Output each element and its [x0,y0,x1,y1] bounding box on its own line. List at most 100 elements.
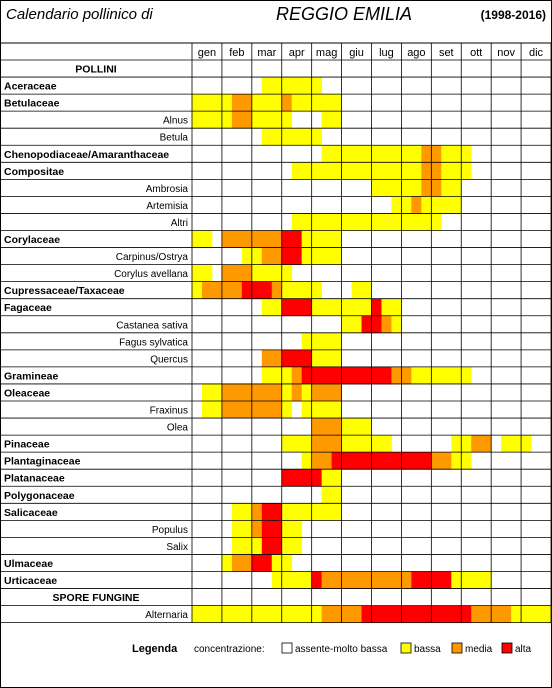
genus-label: Fraxinus [150,406,188,417]
heatmap-cell [271,230,283,248]
heatmap-cell [411,145,422,163]
heatmap-cell [411,605,422,624]
heatmap-cell [401,179,412,197]
heatmap-cell [311,94,323,112]
heatmap-cell [541,605,552,624]
legend-title: Legenda [132,643,178,655]
heatmap-cell [271,128,283,146]
heatmap-cell [351,281,362,300]
legend-item-label: media [465,644,493,655]
heatmap-cell [361,145,372,163]
heatmap-cell [241,520,253,538]
heatmap-cell [241,383,253,402]
family-label: Cupressaceae/Taxaceae [4,285,125,297]
heatmap-cell [301,435,313,453]
heatmap-cell [281,503,293,521]
heatmap-cell [281,281,293,300]
heatmap-cell [211,111,223,129]
heatmap-cell [291,230,303,248]
heatmap-cell [231,503,243,521]
heatmap-cell [391,196,402,214]
heatmap-cell [421,366,432,385]
heatmap-cell [251,281,263,300]
heatmap-cell [491,605,502,624]
heatmap-cell [371,179,382,197]
heatmap-cell [291,383,303,402]
heatmap-cell [281,383,293,402]
heatmap-cell [441,179,452,197]
heatmap-cell [211,383,223,402]
heatmap-cell [301,247,313,265]
heatmap-cell [301,571,313,589]
heatmap-cell [301,77,313,95]
heatmap-cell [271,383,283,402]
heatmap-cell [411,196,422,214]
heatmap-cell [521,435,532,453]
heatmap-cell [201,605,213,624]
heatmap-cell [401,452,412,470]
heatmap-cell [221,264,233,283]
heatmap-cell [301,503,313,521]
heatmap-cell [301,349,313,368]
heatmap-cell [311,281,323,300]
heatmap-cell [431,162,442,180]
heatmap-cell [311,366,323,385]
heatmap-cell [311,213,323,231]
heatmap-cell [221,383,233,402]
heatmap-cell [261,247,273,265]
heatmap-cell [251,264,263,283]
heatmap-cell [381,452,392,470]
heatmap-cell [361,315,372,334]
heatmap-cell [531,605,542,624]
heatmap-cell [331,230,342,248]
heatmap-cell [331,571,342,589]
heatmap-cell [221,94,233,112]
heatmap-cell [351,366,362,385]
heatmap-cell [321,94,333,112]
heatmap-cell [341,418,352,436]
heatmap-cell [441,145,452,163]
heatmap-cell [271,537,283,555]
heatmap-cell [301,281,313,300]
heatmap-cell [261,349,273,368]
heatmap-cell [321,435,333,453]
heatmap-cell [331,401,342,419]
genus-label: Artemisia [146,201,188,212]
genus-label: Fagus sylvatica [119,337,188,348]
heatmap-cell [251,94,263,112]
genus-label: Corylus avellana [114,269,188,280]
heatmap-cell [351,605,362,624]
heatmap-cell [351,213,362,231]
heatmap-cell [301,162,313,180]
month-label: apr [289,47,305,59]
genus-label: Altri [171,218,188,229]
heatmap-cell [301,383,313,402]
family-label: Pinaceae [4,439,50,451]
heatmap-cell [281,520,293,538]
heatmap-cell [311,230,323,248]
heatmap-cell [361,452,372,470]
heatmap-cell [381,366,392,385]
heatmap-cell [341,452,352,470]
heatmap-cell [301,332,313,351]
family-label: Chenopodiaceae/Amaranthaceae [4,149,169,161]
heatmap-cell [231,605,243,624]
heatmap-cell [411,571,422,589]
heatmap-cell [201,264,213,283]
heatmap-cell [311,418,323,436]
legend-swatch [501,642,513,654]
heatmap-cell [291,469,303,487]
heatmap-cell [211,605,223,624]
heatmap-cell [391,452,402,470]
heatmap-cell [291,281,303,300]
heatmap-cell [441,452,452,470]
heatmap-cell [251,554,263,572]
heatmap-cell [321,571,333,589]
heatmap-cell [441,605,452,624]
heatmap-cell [261,503,273,521]
heatmap-cell [331,418,342,436]
heatmap-cell [261,111,273,129]
heatmap-cell [261,128,273,146]
heatmap-cell [241,111,253,129]
heatmap-cell [271,281,283,300]
